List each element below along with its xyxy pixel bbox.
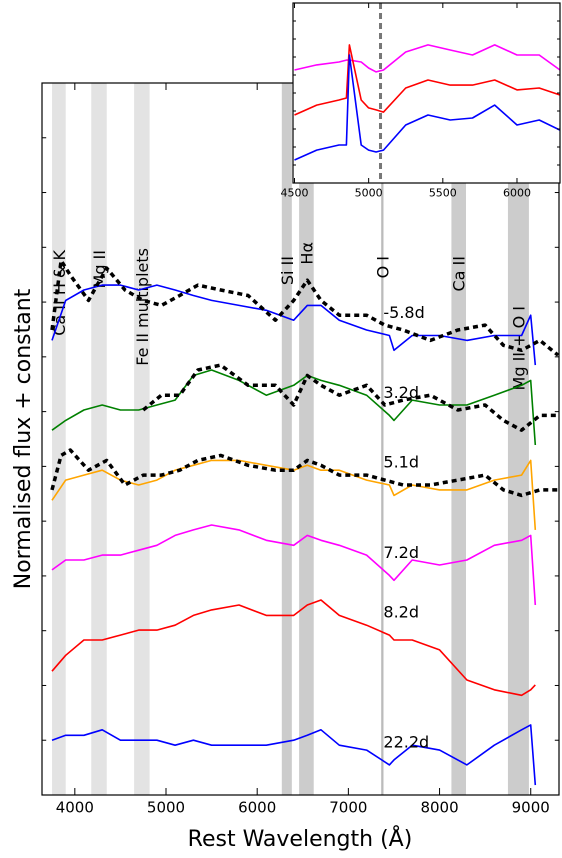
band-label: O I	[373, 256, 392, 278]
x-axis-label: Rest Wavelength (Å)	[188, 825, 413, 852]
spectrum-line	[50, 258, 560, 357]
epoch-label: 7.2d	[383, 543, 419, 562]
band-label: Mg II	[90, 250, 109, 288]
band-label: Ca II	[450, 256, 469, 292]
band-label: Si II	[278, 256, 297, 285]
x-tick-label: 4500	[280, 187, 308, 200]
y-axis-label: Normalised flux + constant	[11, 288, 36, 589]
x-tick-label: 5000	[355, 187, 383, 200]
epoch-label: 5.1d	[383, 453, 419, 472]
line-band	[299, 83, 314, 795]
spectrum-line	[51, 599, 536, 697]
x-tick-label: 9000	[512, 799, 550, 817]
x-tick-label: 4000	[56, 799, 94, 817]
plot-frame	[292, 2, 561, 184]
epoch-label: 8.2d	[383, 603, 419, 622]
band-label: Hα	[297, 242, 316, 265]
x-tick-label: 5500	[429, 187, 457, 200]
spectrum-line	[142, 363, 559, 432]
x-tick-label: 7000	[329, 799, 367, 817]
spectrum-line	[50, 448, 559, 498]
x-tick-label: 6000	[503, 187, 531, 200]
plot-background	[293, 3, 560, 183]
spectrum-line	[51, 369, 537, 446]
band-label: Ca II H & K	[50, 250, 69, 336]
epoch-label: -5.8d	[383, 303, 424, 322]
line-band	[281, 83, 292, 795]
line-band	[52, 83, 66, 795]
line-band	[91, 83, 107, 795]
x-tick-label: 8000	[420, 799, 458, 817]
spectrum-line	[51, 524, 537, 606]
spectrum-line	[294, 54, 561, 161]
spectrum-line	[294, 44, 561, 116]
line-band	[507, 83, 529, 795]
spectrum-line	[51, 724, 537, 786]
band-label: Fe II multiplets	[133, 248, 152, 366]
epoch-label: 22.2d	[383, 732, 429, 751]
x-tick-label: 5000	[147, 799, 185, 817]
x-tick-label: 6000	[238, 799, 276, 817]
line-band	[451, 83, 466, 795]
line-band	[134, 83, 150, 795]
line-band	[381, 83, 384, 795]
spectrum-line	[294, 44, 561, 73]
